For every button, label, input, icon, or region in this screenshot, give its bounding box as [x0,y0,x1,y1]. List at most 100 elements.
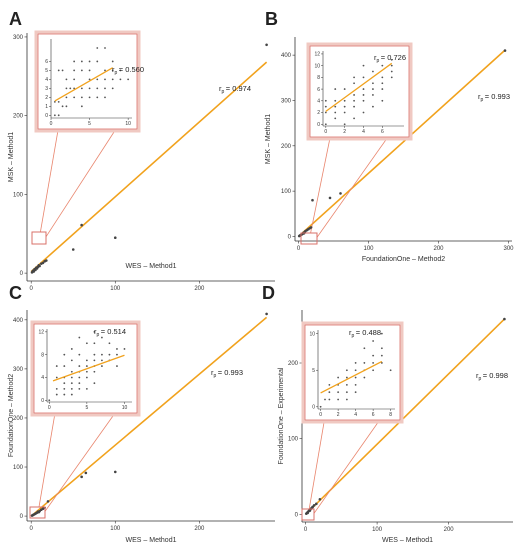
inset-data-point [381,99,384,102]
inset-data-point [390,76,393,79]
inset-data-point [111,69,114,72]
inset-data-point [55,376,58,379]
inset-data-point [389,369,392,372]
inset-data-point [334,105,337,108]
inset-correlation-label: rp = 0.726 [374,53,406,64]
y-tick-label: 200 [288,361,299,367]
inset-data-point [63,387,66,390]
correlation-symbol: r [476,371,479,380]
y-tick-label: 300 [13,35,24,41]
zoom-connector [308,418,325,510]
zoom-connector [40,127,59,233]
inset-data-point [78,353,81,356]
inset-data-point [372,70,374,73]
inset-data-point [381,82,384,85]
inset-y-tick-label: 12 [38,330,44,336]
y-tick-label: 300 [281,98,292,104]
data-point [328,196,332,200]
inset-correlation-subscript: p [377,58,380,64]
inset-plot: 0 5 10 0 4 8 12 rp = 0.514 [30,320,141,417]
inset-plot: 0 2 4 6 8 0 5 10 rp = 0.488 [301,321,404,424]
data-point [113,236,117,239]
inset-x-tick-label: 5 [85,405,88,411]
inset-data-point [116,348,118,350]
y-axis-title: FoundationOne – Experimental [278,367,285,464]
inset-data-point [380,332,383,335]
inset-data-point [69,87,72,90]
inset-data-point [324,111,327,114]
inset-data-point [353,76,355,79]
inset-data-point [381,76,384,79]
inset-data-point [73,78,76,81]
inset-data-point [334,88,337,90]
inset-data-point [363,362,366,364]
inset-data-point [362,94,365,96]
inset-y-tick-label: 4 [317,99,320,105]
inset-y-tick-label: 4 [41,375,44,381]
inset-data-point [80,69,83,72]
inset-data-point [70,370,73,373]
inset-y-tick-label: 8 [41,352,44,358]
data-point [311,198,314,202]
inset-data-point [343,123,346,126]
x-tick-label: 0 [304,527,308,533]
y-tick-label: 400 [13,318,24,324]
inset-plot: 0 5 10 0 1 2 3 4 5 6 rp = 0.560 [34,30,144,133]
inset-data-point [93,342,96,345]
correlation-value: = 0.993 [218,368,243,377]
inset-regression-line [325,62,393,112]
inset-data-point [345,398,348,401]
x-tick-label: 100 [372,527,383,533]
inset-correlation-label: rp = 0.514 [94,327,126,338]
inset-data-point [88,96,91,99]
inset-data-point [96,87,99,90]
inset-data-point [119,69,122,72]
inset-data-point [353,99,355,102]
inset-data-point [127,78,130,81]
inset-data-point [70,359,73,362]
inset-x-tick-label: 8 [389,412,392,418]
correlation-subscript: p [481,97,484,103]
y-tick-label: 200 [13,114,24,120]
inset-data-point [88,87,91,90]
correlation-subscript: p [222,89,225,95]
inset-data-point [85,359,88,362]
inset-data-point [57,69,60,72]
y-tick-label: 100 [13,465,24,471]
inset-y-tick-label: 0 [45,113,48,119]
inset-data-point [111,60,114,63]
inset-data-point [354,369,357,372]
correlation-symbol: r [211,368,214,377]
inset-data-point [80,105,83,108]
correlation-value: = 0.993 [485,92,510,101]
inset-data-point [93,370,96,373]
correlation-value: = 0.998 [483,371,508,380]
inset-data-point [93,359,96,362]
data-point [38,509,41,513]
inset-data-point [70,393,73,396]
y-tick-label: 400 [281,53,292,59]
y-tick-label: 0 [288,234,292,240]
zoom-box [300,232,318,245]
zoom-connector [45,127,117,238]
x-tick-label: 200 [444,527,455,533]
inset-data-point [57,100,60,103]
correlation-value: = 0.974 [226,84,251,93]
regression-line [305,318,505,515]
correlation-label: rp = 0.998 [476,371,508,382]
y-tick-label: 100 [288,437,299,443]
inset-data-point [48,399,51,402]
inset-correlation-label: rp = 0.488 [349,328,381,339]
inset-data-point [372,340,375,342]
y-axis-title: FoundationOne – Method2 [8,374,15,457]
inset-data-point [343,88,346,90]
inset-data-point [353,94,355,96]
inset-data-point [63,382,66,385]
inset-x-tick-label: 0 [48,405,51,411]
inset-data-point [101,336,103,339]
inset-data-point [381,64,384,67]
inset-data-point [55,393,58,396]
inset-data-point [334,99,337,102]
inset-data-point [337,391,340,394]
